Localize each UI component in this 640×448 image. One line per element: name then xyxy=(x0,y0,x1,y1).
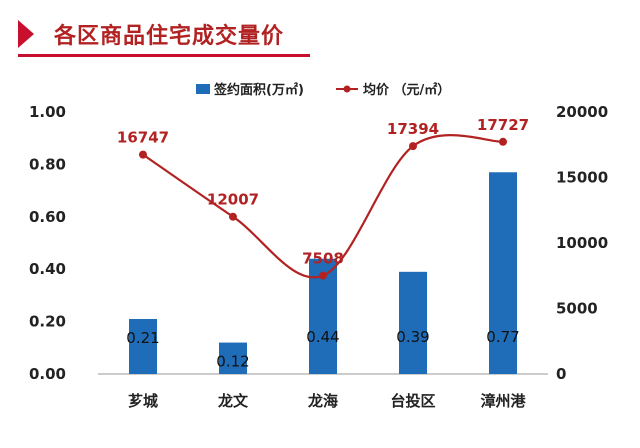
y-right-tick: 15000 xyxy=(556,169,608,187)
legend-swatch-price-marker xyxy=(343,85,351,93)
y-left-tick: 0.40 xyxy=(29,260,66,278)
title-bar: 各区商品住宅成交量价 xyxy=(18,14,318,60)
x-category-label: 龙海 xyxy=(307,392,338,410)
price-point xyxy=(229,212,237,221)
legend-swatch-area xyxy=(196,84,210,94)
bar xyxy=(129,318,157,374)
title-underline xyxy=(18,54,310,57)
x-category-label: 台投区 xyxy=(390,392,435,410)
price-value-label: 7508 xyxy=(302,250,344,268)
bar xyxy=(489,172,517,374)
price-point xyxy=(409,142,417,151)
price-point xyxy=(499,137,507,146)
price-value-label: 12007 xyxy=(207,191,259,209)
y-left-tick: 0.60 xyxy=(29,208,66,226)
price-value-label: 17394 xyxy=(387,120,439,138)
title-arrow-icon xyxy=(18,20,34,48)
price-point xyxy=(139,150,147,159)
bar-value-label: 0.77 xyxy=(486,328,519,346)
x-category-label: 龙文 xyxy=(217,392,249,410)
y-left-tick: 0.80 xyxy=(29,155,66,173)
bar-value-label: 0.39 xyxy=(396,328,429,346)
y-left-tick: 0.20 xyxy=(29,313,66,331)
legend: 签约面积(万㎡) 均价 （元/㎡） xyxy=(196,82,450,98)
y-right-tick: 10000 xyxy=(556,234,608,252)
bar-value-label: 0.44 xyxy=(306,328,339,346)
price-line xyxy=(139,134,507,280)
y-left-tick: 1.00 xyxy=(29,103,66,121)
axes: 0.00 0.20 0.40 0.60 0.80 1.00 0 5000 10000 15000 2… xyxy=(29,103,608,410)
bar xyxy=(219,342,247,374)
chart-title: 各区商品住宅成交量价 xyxy=(54,24,285,49)
bar xyxy=(399,271,427,374)
price-value-label: 17727 xyxy=(477,116,529,134)
y-right-tick: 20000 xyxy=(556,103,608,121)
legend-label-area: 签约面积(万㎡) xyxy=(213,82,304,98)
x-category-label: 漳州港 xyxy=(480,392,526,410)
y-right-tick: 0 xyxy=(556,365,566,383)
y-right-tick: 5000 xyxy=(556,300,598,318)
price-point xyxy=(319,271,327,280)
y-left-tick: 0.00 xyxy=(29,365,66,383)
price-value-label: 16747 xyxy=(117,129,169,147)
data-labels: 0.21 0.12 0.44 0.39 0.77 16747 12007 7508 17394 1… xyxy=(117,116,529,371)
x-category-label: 芗城 xyxy=(128,392,158,410)
legend-label-price: 均价 （元/㎡） xyxy=(363,82,450,98)
bars xyxy=(129,172,517,374)
bar-value-label: 0.12 xyxy=(216,353,249,371)
bar-value-label: 0.21 xyxy=(126,329,159,347)
